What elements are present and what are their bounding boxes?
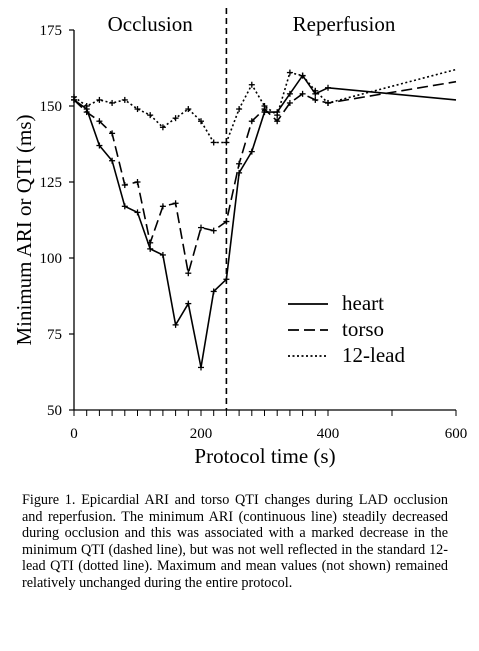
data-point-torso [198,224,204,231]
data-point-torso [185,270,192,277]
data-point-12-lead [325,99,331,106]
phase-label-occlusion: Occlusion [108,12,194,36]
data-point-torso [121,182,128,189]
data-point-torso [147,239,154,246]
series-line-torso [73,80,457,274]
figure-caption: Figure 1. Epicardial ARI and torso QTI c… [22,492,448,591]
data-point-torso [210,227,217,234]
x-tick-label: 600 [445,426,468,442]
data-point-12-lead [96,96,103,103]
data-point-12-lead [83,103,90,109]
data-point-torso [109,130,116,137]
data-point-12-lead [210,139,217,146]
y-tick-label: 175 [40,23,63,39]
data-point-heart [159,251,166,258]
data-point-12-lead [109,99,116,106]
chart-labels: Occlusion Reperfusion Protocol time (s) Min… [12,12,396,468]
x-axis-title: Protocol time (s) [194,444,335,468]
legend-label-heart: heart [342,291,384,315]
phase-label-reperfusion: Reperfusion [293,12,396,36]
data-point-torso [312,96,319,103]
y-tick-label: 50 [47,403,62,419]
x-tick-label: 200 [190,426,213,442]
data-point-heart [248,148,255,155]
data-point-12-lead [299,72,306,79]
data-point-12-lead [223,139,230,146]
data-point-heart [198,364,204,371]
data-point-torso [159,203,166,210]
data-point-12-lead [286,69,293,76]
data-point-heart [147,245,154,252]
legend-label-torso: torso [342,317,384,341]
data-point-12-lead [248,81,255,88]
data-point-12-lead [147,112,154,119]
data-point-12-lead [121,96,128,103]
data-point-12-lead [172,115,179,122]
data-point-torso [134,179,141,185]
line-chart: 50 75 100 125 150 175 0 200 400 600 Occlusion Repe… [12,8,468,468]
data-point-12-lead [261,103,268,109]
data-point-heart [210,288,217,295]
data-point-heart [236,169,243,176]
legend-label-12-lead: 12-lead [342,343,405,367]
data-point-torso [96,118,103,125]
data-point-torso [274,118,281,125]
data-point-torso [248,118,255,125]
data-point-torso [172,200,179,207]
data-point-12-lead [185,106,192,113]
data-point-heart [134,209,141,216]
y-tick-label: 125 [40,175,63,191]
y-tick-label: 150 [40,99,63,115]
y-tick-label: 100 [40,251,63,267]
y-axis-title: Minimum ARI or QTI (ms) [12,115,36,346]
x-tick-label: 0 [70,426,78,442]
data-point-torso [83,109,90,116]
data-point-heart [185,300,192,307]
data-point-12-lead [274,112,281,119]
y-tick-label: 75 [47,327,62,343]
data-point-torso [299,90,306,97]
series-line-heart [73,74,457,368]
data-point-torso [236,160,243,167]
data-point-12-lead [71,93,77,100]
data-point-heart [121,203,128,210]
data-point-heart [96,142,103,149]
chart-series [71,68,457,371]
chart-ticks: 50 75 100 125 150 175 0 200 400 600 [40,23,468,442]
data-point-torso [286,99,293,106]
data-point-torso [223,218,230,225]
data-point-12-lead [312,87,319,94]
data-point-12-lead [198,118,204,125]
data-point-12-lead [134,106,141,113]
data-point-12-lead [236,106,243,113]
data-point-heart [109,157,116,164]
data-point-heart [223,276,230,283]
data-point-heart [325,84,331,91]
x-tick-label: 400 [317,426,340,442]
data-point-heart [172,321,179,328]
data-point-heart [286,90,293,97]
data-point-12-lead [159,124,166,131]
